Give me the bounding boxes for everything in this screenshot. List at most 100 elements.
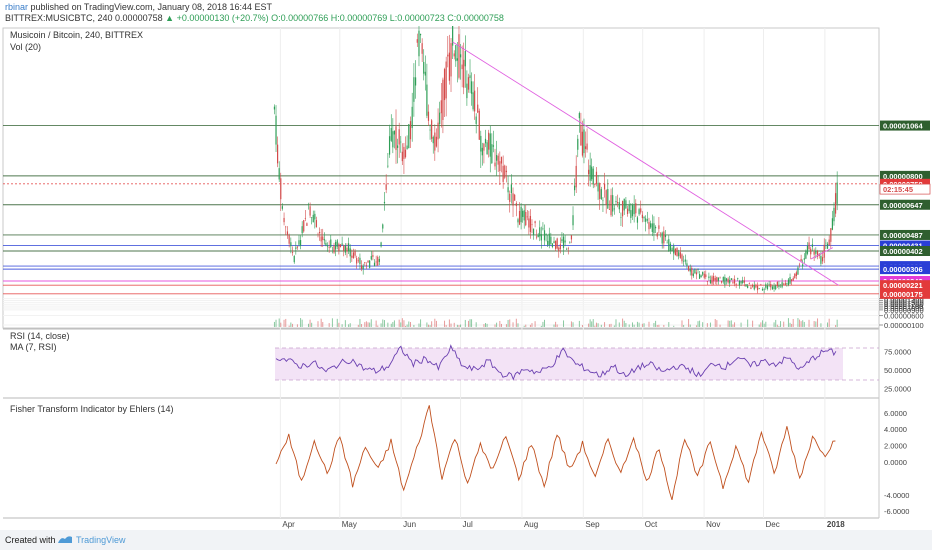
volume-bar	[367, 322, 369, 327]
candle-body	[771, 286, 774, 290]
candle-body	[766, 285, 769, 290]
candle-body	[719, 277, 721, 279]
volume-bar	[615, 319, 617, 327]
candle-body	[273, 106, 276, 110]
candle-body	[758, 288, 760, 290]
candle-body	[509, 193, 511, 202]
candle-body	[791, 279, 793, 281]
candle-body	[440, 100, 442, 114]
candle-body	[805, 250, 807, 259]
price-level-tag	[880, 264, 930, 275]
trend-line	[452, 41, 839, 286]
fisher-tick-label: 4.0000	[884, 425, 907, 434]
volume-bar	[695, 325, 697, 327]
candle-body	[388, 136, 391, 155]
candle-body	[434, 132, 436, 151]
candle-body	[456, 58, 458, 61]
candle-body	[507, 187, 509, 193]
candle-body	[458, 34, 460, 78]
time-tick-label: May	[342, 520, 357, 529]
volume-bar	[344, 320, 346, 327]
volume-bar	[555, 321, 557, 327]
candle-body	[365, 265, 368, 266]
candle-body	[283, 217, 285, 223]
volume-bar	[357, 324, 359, 327]
volume-bar	[496, 322, 498, 327]
candle-body	[698, 273, 701, 279]
candle-body	[526, 216, 528, 218]
volume-bar	[688, 319, 690, 327]
candle-body	[445, 61, 447, 99]
tradingview-logo-icon[interactable]	[57, 534, 73, 545]
candle-body	[426, 84, 428, 116]
tradingview-brand[interactable]: TradingView	[76, 535, 126, 545]
volume-bar	[597, 323, 599, 327]
candle-body	[558, 247, 560, 252]
candle-body	[517, 219, 519, 223]
candle-body	[322, 236, 324, 240]
candle-body	[613, 208, 615, 210]
price-levels	[3, 125, 879, 295]
candle-body	[278, 168, 280, 180]
candle-body	[492, 145, 495, 147]
candle-body	[820, 255, 822, 264]
volume-bar	[760, 322, 762, 327]
candle-body	[668, 239, 670, 251]
candle-body	[595, 171, 598, 184]
volume-bar	[799, 319, 801, 327]
candle-body	[367, 260, 369, 263]
candle-body	[727, 278, 729, 283]
candle-body	[525, 211, 527, 226]
candle-body	[802, 264, 804, 267]
volume-bar	[542, 321, 544, 327]
candle-body	[403, 146, 405, 159]
candle-body	[395, 126, 397, 151]
trend-lines[interactable]	[452, 41, 839, 286]
volume-bar	[445, 325, 447, 327]
volume-bar	[791, 323, 793, 327]
volume-bar	[813, 321, 815, 327]
candle-body	[382, 224, 384, 229]
volume-bar	[529, 324, 531, 327]
candle-body	[730, 278, 732, 281]
candle-body	[275, 115, 277, 145]
candle-body	[346, 247, 348, 252]
candle-body	[607, 188, 609, 209]
volume-bar	[390, 323, 392, 327]
candle-body	[453, 53, 455, 57]
candle-body	[711, 276, 713, 284]
price-tick-label: 0.00001400	[884, 296, 924, 305]
volume-bar	[301, 319, 303, 327]
candle-body	[375, 261, 377, 263]
candle-body	[423, 61, 425, 74]
price-tick-label: 0.00000100	[884, 321, 924, 330]
candle-body	[339, 244, 342, 248]
volume-bar	[631, 322, 633, 327]
volume-bar	[413, 324, 415, 327]
candle-body	[729, 279, 731, 284]
candle-body	[580, 125, 582, 146]
candle-body	[481, 147, 483, 156]
volume-bar	[427, 324, 429, 327]
published-info: published on TradingView.com, January 08…	[30, 2, 273, 12]
volume-bar	[309, 319, 311, 327]
candle-body	[574, 185, 576, 191]
volume-bar	[643, 323, 645, 327]
volume-bar	[409, 322, 411, 327]
candle-body	[815, 250, 817, 254]
candle-body	[697, 269, 699, 270]
candle-body	[709, 279, 712, 284]
candle-body	[784, 282, 786, 286]
volume-bar	[338, 322, 340, 327]
chart-canvas[interactable]: Musicoin / Bitcoin, 240, BITTREX Vol (20…	[0, 26, 932, 530]
candle-body	[738, 281, 741, 286]
candle-body	[618, 202, 620, 210]
volume-bar	[578, 320, 580, 327]
candle-body	[623, 198, 625, 211]
author-name[interactable]: rbinar	[5, 2, 29, 12]
volume-bar	[709, 322, 711, 327]
volume-bar	[464, 319, 466, 327]
volume-bar	[435, 320, 437, 327]
candle-body	[328, 246, 330, 248]
volume-bar	[658, 324, 660, 327]
